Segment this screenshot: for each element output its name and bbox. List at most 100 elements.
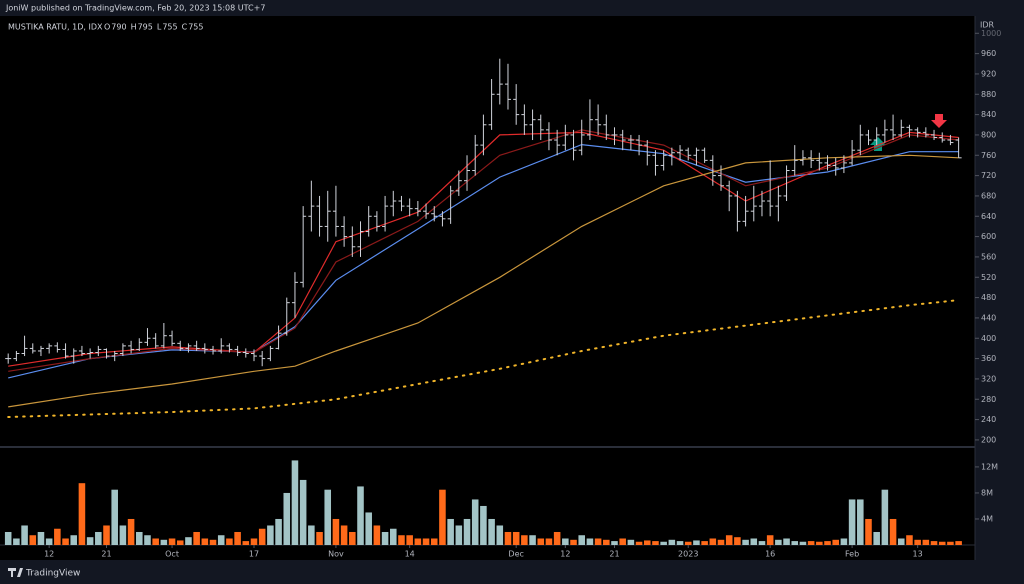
x-tick-label: Feb	[845, 550, 859, 559]
volume-bar	[258, 528, 266, 545]
y-tick-label: 240	[981, 415, 996, 424]
ohlc-value: 790	[111, 23, 126, 32]
footer-logo	[8, 568, 23, 577]
y-tick-label: 520	[981, 273, 996, 282]
ohlc-value: 795	[138, 23, 153, 32]
volume-bar	[865, 518, 872, 545]
volume-bar	[291, 460, 299, 545]
volume-bar	[455, 525, 463, 545]
volume-bar	[62, 538, 69, 545]
y-tick-label: 200	[981, 435, 996, 444]
volume-bar	[922, 539, 930, 545]
volume-bar	[824, 541, 831, 545]
x-tick-label: 21	[101, 550, 111, 559]
volume-bar	[488, 518, 495, 545]
volume-bar	[365, 512, 372, 545]
volume-bar	[947, 541, 954, 545]
volume-bar	[750, 538, 758, 545]
volume-bar	[635, 541, 643, 545]
moving-average	[7, 299, 960, 418]
volume-bar	[209, 539, 217, 545]
volume-bar	[521, 535, 528, 545]
volume-bar	[897, 538, 905, 545]
y-tick-label: 480	[981, 293, 996, 302]
volume-bar	[709, 538, 717, 545]
volume-bar	[594, 538, 602, 545]
ohlc-key: O	[104, 23, 110, 32]
volume-bar	[586, 538, 594, 545]
y-tick-label: 280	[981, 395, 996, 404]
volume-bar	[791, 541, 799, 545]
volume-bar	[783, 538, 790, 545]
x-tick-label: 21	[609, 550, 619, 559]
volume-bar	[37, 531, 45, 545]
volume-bar	[201, 538, 209, 545]
volume-bar	[250, 538, 258, 545]
volume-bar	[398, 535, 405, 545]
y-tick-label: 880	[981, 90, 996, 99]
volume-bar	[660, 541, 667, 545]
volume-bar	[86, 537, 94, 545]
volume-bar	[504, 531, 512, 545]
volume-bar	[881, 489, 889, 545]
plot-background	[0, 16, 975, 560]
volume-bar	[54, 528, 61, 545]
price-bars	[5, 58, 962, 367]
volume-bar	[127, 518, 135, 545]
volume-bar	[103, 525, 110, 545]
y-tick-label: 680	[981, 191, 996, 200]
ohlc-value: 755	[162, 23, 177, 32]
volume-bar	[332, 518, 340, 545]
volume-bar	[734, 537, 741, 545]
volume-bar	[463, 518, 471, 545]
volume-bar	[390, 528, 397, 545]
volume-bar	[914, 539, 921, 545]
volume-bar	[480, 505, 487, 545]
x-tick-label: 12	[560, 550, 570, 559]
y-tick-label: 560	[981, 252, 996, 261]
ohlc-key: L	[157, 23, 162, 32]
y-tick-label: 1000	[981, 29, 1001, 38]
volume-bar	[217, 535, 225, 545]
volume-bar	[185, 537, 192, 545]
x-tick-label: 16	[765, 550, 775, 559]
volume-bar	[447, 518, 454, 545]
volume-bar	[70, 535, 78, 545]
moving-average	[8, 154, 959, 408]
volume-bar	[45, 538, 53, 545]
volume-tick-label: 8M	[981, 488, 993, 497]
volume-bar	[758, 541, 766, 545]
volume-bar	[652, 541, 659, 545]
volume-bar	[111, 489, 118, 545]
volume-bar	[529, 535, 536, 545]
volume-bar	[373, 525, 381, 545]
y-tick-label: 360	[981, 354, 996, 363]
volume-bar	[13, 538, 20, 545]
volume-bar	[693, 540, 700, 545]
volume-bar	[119, 525, 127, 545]
volume-bar	[152, 538, 159, 545]
symbol-title: MUSTIKA RATU, 1D, IDX	[8, 23, 103, 32]
y-tick-label: 760	[981, 151, 996, 160]
volume-bar	[603, 539, 610, 545]
ohlc-value: 755	[188, 23, 203, 32]
volume-bar	[193, 531, 200, 545]
volume-bar	[611, 541, 618, 545]
volume-bar	[668, 539, 676, 545]
volume-bar	[496, 525, 504, 545]
volume-bar	[4, 531, 12, 545]
volume-bar	[234, 531, 241, 545]
volume-bar	[742, 539, 749, 545]
volume-bar	[267, 525, 274, 545]
y-tick-label: 840	[981, 110, 996, 119]
sell-arrow	[931, 114, 947, 128]
volume-bar	[381, 531, 389, 545]
x-tick-label: 14	[405, 550, 415, 559]
volume-bar	[857, 499, 864, 545]
volume-bar	[643, 540, 651, 545]
volume-bar	[816, 541, 823, 545]
x-tick-label: 12	[44, 550, 54, 559]
volume-bar	[275, 518, 282, 545]
volume-bar	[357, 486, 364, 545]
volume-bar	[676, 541, 684, 545]
